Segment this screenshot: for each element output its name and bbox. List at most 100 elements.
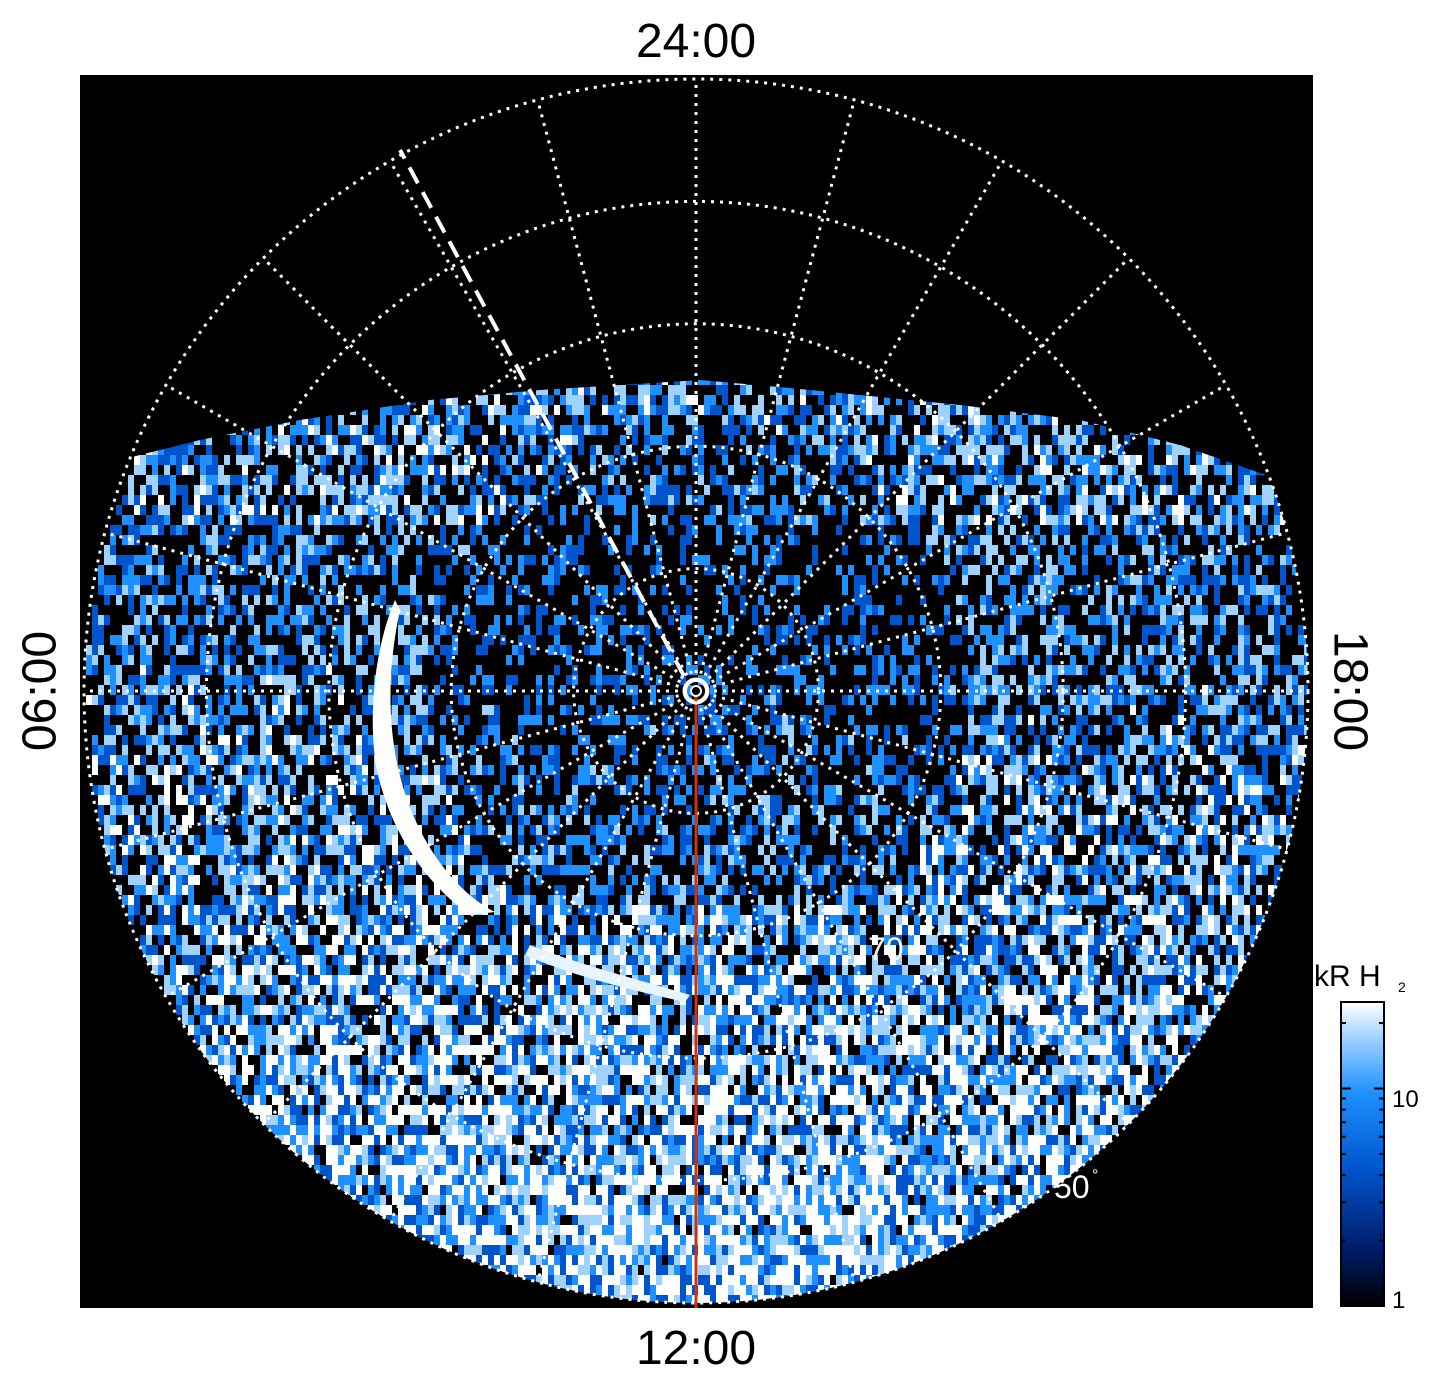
emission-pixel: [248, 635, 254, 645]
emission-pixel: [488, 705, 494, 715]
emission-pixel: [554, 485, 560, 495]
emission-pixel: [398, 865, 404, 875]
emission-pixel: [542, 385, 548, 395]
emission-pixel: [548, 445, 554, 455]
emission-pixel: [782, 665, 788, 675]
emission-pixel: [1136, 535, 1142, 545]
emission-pixel: [1040, 835, 1046, 845]
emission-pixel: [1034, 495, 1040, 505]
emission-pixel: [692, 555, 698, 565]
emission-pixel: [320, 685, 326, 695]
emission-pixel: [1160, 855, 1166, 865]
emission-pixel: [194, 665, 200, 675]
emission-pixel: [1238, 625, 1244, 635]
emission-pixel: [194, 845, 200, 855]
emission-pixel: [566, 455, 572, 465]
emission-pixel: [1292, 785, 1298, 795]
emission-pixel: [302, 815, 308, 825]
emission-pixel: [674, 395, 680, 405]
emission-pixel: [842, 695, 848, 705]
emission-pixel: [248, 555, 254, 565]
emission-pixel: [1142, 785, 1148, 795]
emission-pixel: [122, 765, 128, 775]
emission-pixel: [746, 425, 752, 435]
emission-pixel: [872, 625, 878, 635]
emission-pixel: [1280, 615, 1286, 625]
emission-pixel: [284, 765, 290, 775]
emission-pixel: [1064, 555, 1070, 565]
emission-pixel: [1220, 625, 1226, 635]
emission-pixel: [902, 515, 908, 525]
emission-pixel: [1034, 795, 1040, 805]
emission-pixel: [386, 815, 392, 825]
emission-pixel: [986, 545, 992, 555]
emission-pixel: [1106, 725, 1112, 735]
emission-pixel: [212, 465, 218, 475]
emission-pixel: [140, 645, 146, 655]
emission-pixel: [920, 615, 926, 625]
emission-pixel: [1268, 815, 1274, 825]
emission-pixel: [794, 465, 800, 475]
emission-pixel: [302, 565, 308, 575]
emission-pixel: [812, 765, 818, 775]
emission-pixel: [122, 585, 128, 595]
emission-pixel: [860, 815, 866, 825]
emission-pixel: [776, 425, 782, 435]
emission-pixel: [332, 435, 338, 445]
emission-pixel: [476, 785, 482, 795]
emission-pixel: [308, 835, 314, 845]
emission-pixel: [644, 855, 650, 865]
emission-pixel: [608, 405, 614, 415]
emission-pixel: [272, 855, 278, 865]
emission-pixel: [548, 825, 554, 835]
emission-pixel: [968, 545, 974, 555]
emission-pixel: [326, 435, 332, 445]
emission-pixel: [368, 855, 374, 865]
emission-pixel: [1130, 735, 1136, 745]
emission-pixel: [1124, 435, 1130, 445]
emission-pixel: [518, 615, 524, 625]
emission-pixel: [920, 855, 926, 865]
emission-pixel: [428, 795, 434, 805]
emission-pixel: [356, 515, 362, 525]
emission-pixel: [104, 575, 110, 585]
emission-pixel: [428, 645, 434, 655]
emission-pixel: [212, 565, 218, 575]
emission-pixel: [1094, 725, 1100, 735]
emission-pixel: [770, 645, 776, 655]
emission-pixel: [146, 475, 152, 485]
emission-pixel: [758, 415, 764, 425]
emission-pixel: [242, 555, 248, 565]
emission-pixel: [836, 565, 842, 575]
emission-pixel: [620, 585, 626, 595]
emission-pixel: [194, 755, 200, 765]
emission-pixel: [278, 525, 284, 535]
emission-pixel: [926, 435, 932, 445]
emission-pixel: [776, 535, 782, 545]
emission-pixel: [1082, 585, 1088, 595]
emission-pixel: [266, 545, 272, 555]
emission-pixel: [962, 805, 968, 815]
emission-pixel: [1046, 585, 1052, 595]
emission-pixel: [890, 655, 896, 665]
emission-pixel: [1154, 595, 1160, 605]
emission-pixel: [1082, 735, 1088, 745]
emission-pixel: [830, 855, 836, 865]
emission-pixel: [170, 665, 176, 675]
emission-pixel: [1046, 625, 1052, 635]
emission-pixel: [518, 725, 524, 735]
emission-pixel: [800, 655, 806, 665]
emission-pixel: [476, 865, 482, 875]
emission-pixel: [986, 575, 992, 585]
emission-pixel: [368, 625, 374, 635]
emission-pixel: [272, 845, 278, 855]
emission-pixel: [578, 625, 584, 635]
emission-pixel: [458, 405, 464, 415]
emission-pixel: [758, 465, 764, 475]
emission-pixel: [164, 855, 170, 865]
emission-pixel: [362, 735, 368, 745]
emission-pixel: [998, 755, 1004, 765]
emission-pixel: [182, 635, 188, 645]
emission-pixel: [1172, 825, 1178, 835]
emission-pixel: [92, 695, 98, 705]
